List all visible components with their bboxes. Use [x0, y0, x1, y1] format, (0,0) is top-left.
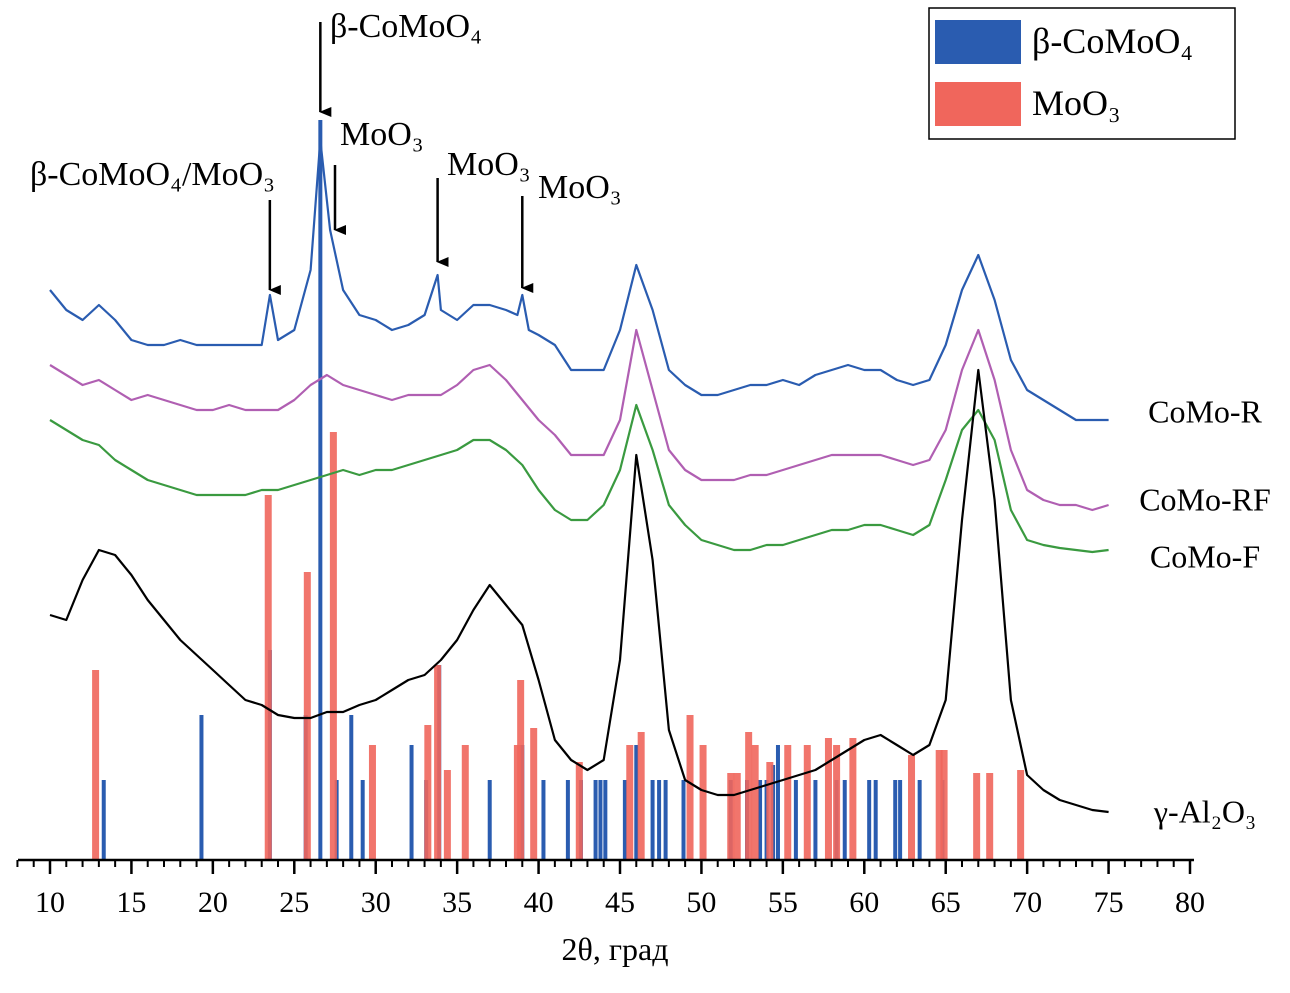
- reference-stick: [699, 745, 707, 860]
- x-tick-label: 65: [931, 886, 961, 919]
- annotation-label: MoO₃: [340, 116, 424, 153]
- x-tick-label: 50: [686, 886, 716, 919]
- reference-stick: [842, 780, 847, 860]
- reference-stick: [368, 745, 376, 860]
- reference-stick: [663, 780, 668, 860]
- reference-stick: [751, 745, 759, 860]
- reference-stick: [443, 770, 451, 860]
- xrd-trace: [49, 403, 1109, 554]
- annotation-label: β-CoMoO₄: [330, 8, 482, 45]
- reference-stick: [867, 780, 872, 860]
- reference-stick: [575, 762, 583, 860]
- reference-stick: [893, 780, 898, 860]
- x-tick-label: 15: [116, 886, 146, 919]
- reference-stick: [593, 780, 598, 860]
- reference-stick: [803, 745, 811, 860]
- reference-stick: [637, 732, 645, 860]
- reference-stick: [461, 745, 469, 860]
- reference-stick: [349, 715, 354, 860]
- x-axis-title: 2θ, град: [562, 931, 669, 967]
- reference-stick: [598, 780, 603, 860]
- reference-stick: [873, 780, 878, 860]
- reference-stick: [733, 773, 741, 860]
- reference-stick: [199, 715, 204, 860]
- reference-stick: [318, 120, 323, 860]
- reference-stick: [541, 780, 546, 860]
- x-tick-label: 45: [605, 886, 635, 919]
- x-tick-label: 30: [361, 886, 391, 919]
- reference-stick: [813, 780, 818, 860]
- reference-stick: [973, 773, 981, 860]
- trace-label: CoMo-R: [1148, 393, 1262, 429]
- legend: β-CoMoO₄ MoO₃: [928, 7, 1236, 140]
- reference-stick: [681, 780, 686, 860]
- x-tick-label: 10: [35, 886, 65, 919]
- reference-stick: [849, 738, 857, 860]
- xrd-trace: [49, 328, 1109, 512]
- x-tick-label: 55: [768, 886, 798, 919]
- x-tick-label: 70: [1012, 886, 1042, 919]
- reference-stick: [917, 780, 922, 860]
- reference-stick: [424, 725, 432, 860]
- reference-stick: [727, 773, 735, 860]
- reference-stick: [101, 780, 106, 860]
- reference-stick: [898, 780, 903, 860]
- reference-stick: [626, 745, 634, 860]
- reference-stick: [986, 773, 994, 860]
- reference-stick: [833, 745, 841, 860]
- x-tick-label: 35: [442, 886, 472, 919]
- annotation-label: MoO₃: [538, 169, 622, 206]
- x-tick-label: 80: [1175, 886, 1205, 919]
- xrd-trace: [49, 368, 1109, 814]
- reference-stick: [603, 780, 608, 860]
- x-tick-label: 75: [1094, 886, 1124, 919]
- reference-stick: [530, 728, 538, 860]
- trace-label: γ-Al₂O₃: [1153, 793, 1256, 829]
- reference-stick: [940, 750, 948, 860]
- reference-stick: [565, 780, 570, 860]
- trace-label: CoMo-F: [1150, 538, 1260, 574]
- annotation-label: MoO₃: [447, 146, 531, 183]
- reference-stick: [517, 680, 525, 860]
- reference-stick: [1017, 770, 1025, 860]
- reference-stick: [775, 745, 780, 860]
- x-tick-label: 20: [198, 886, 228, 919]
- annotation-label: β-CoMoO₄/MoO₃: [30, 156, 275, 193]
- reference-stick: [303, 572, 311, 860]
- x-tick-label: 40: [524, 886, 554, 919]
- reference-stick: [745, 732, 753, 860]
- reference-stick: [766, 762, 774, 860]
- x-tick-label: 25: [279, 886, 309, 919]
- reference-stick: [758, 780, 763, 860]
- legend-label: MoO₃: [1032, 83, 1121, 123]
- reference-stick: [409, 745, 414, 860]
- legend-swatch: [935, 20, 1021, 64]
- reference-stick: [824, 738, 832, 860]
- reference-stick: [360, 780, 365, 860]
- reference-stick: [686, 715, 694, 860]
- legend-swatch: [935, 82, 1021, 126]
- reference-stick: [634, 745, 639, 860]
- reference-stick: [657, 780, 662, 860]
- reference-stick: [793, 780, 798, 860]
- reference-stick: [935, 750, 943, 860]
- reference-stick: [908, 755, 916, 860]
- reference-stick: [650, 780, 655, 860]
- reference-stick: [434, 665, 442, 860]
- reference-stick: [329, 432, 337, 860]
- reference-stick: [622, 780, 627, 860]
- x-tick-label: 60: [849, 886, 879, 919]
- reference-stick: [784, 745, 792, 860]
- trace-label: CoMo-RF: [1139, 481, 1271, 517]
- legend-label: β-CoMoO₄: [1032, 21, 1193, 61]
- reference-stick: [264, 495, 272, 860]
- reference-stick: [487, 780, 492, 860]
- reference-stick: [92, 670, 100, 860]
- xrd-trace: [49, 138, 1109, 422]
